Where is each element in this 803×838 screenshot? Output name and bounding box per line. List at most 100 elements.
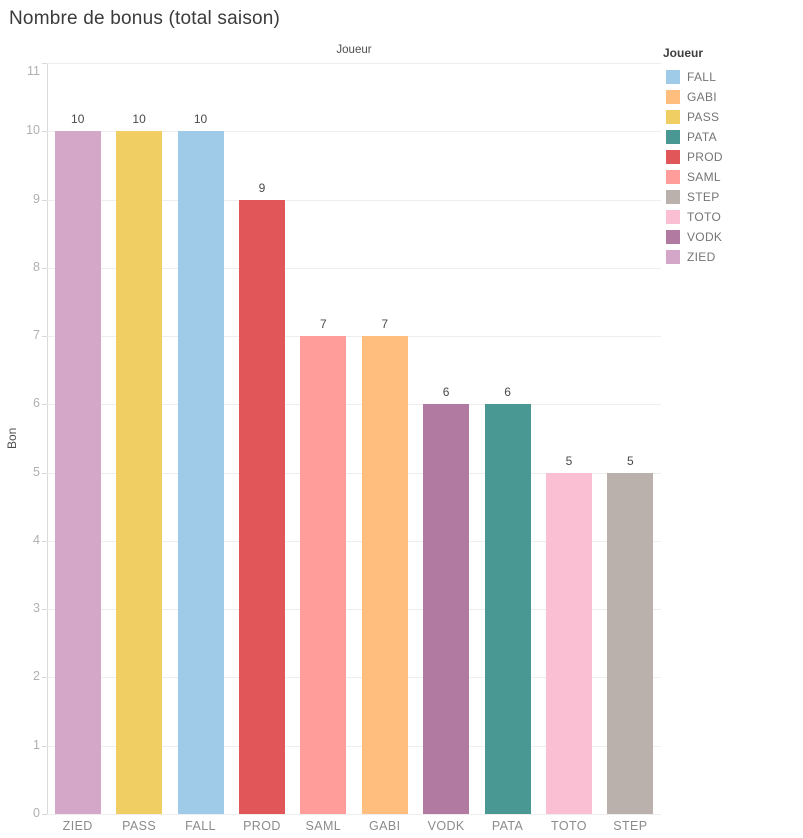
legend-swatch-toto [666,210,680,224]
y-tick-label-3: 3 [33,601,40,615]
bar-zied[interactable] [54,131,101,814]
legend-item-pata[interactable]: PATA [663,127,801,147]
y-tick-mark-0 [42,814,47,815]
legend-swatch-zied [666,250,680,264]
x-axis-header: Joueur [336,44,372,56]
bar-value-label-gabi: 7 [381,317,389,331]
bar-step[interactable] [607,473,654,814]
legend-swatch-saml [666,170,680,184]
y-tick-label-11: 11 [27,64,40,78]
legend-swatch-gabi [666,90,680,104]
bar-saml[interactable] [300,336,347,814]
gridline-4 [47,541,661,542]
y-tick-mark-9 [42,200,47,201]
gridline-10 [47,131,661,132]
gridline-11 [47,63,661,64]
bar-pass[interactable] [116,131,163,814]
legend-label-prod: PROD [687,150,723,164]
bar-slot-gabi: 7 [354,63,415,814]
bar-value-label-prod: 9 [258,181,266,195]
gridline-7 [47,336,661,337]
gridline-3 [47,609,661,610]
x-tick-label-zied: ZIED [62,819,93,833]
legend-item-zied[interactable]: ZIED [663,247,801,267]
gridline-9 [47,200,661,201]
y-tick-mark-2 [42,677,47,678]
legend-items: FALL GABI PASS PATA PROD SAML STEP TOTO VODK ZIED [663,67,801,267]
bar-value-label-pass: 10 [132,112,146,126]
gridline-0 [47,814,661,815]
legend-item-toto[interactable]: TOTO [663,207,801,227]
legend-item-fall[interactable]: FALL [663,67,801,87]
legend-swatch-fall [666,70,680,84]
bar-slot-pata: 6 [477,63,538,814]
x-tick-label-vodk: VODK [427,819,465,833]
legend-item-vodk[interactable]: VODK [663,227,801,247]
y-tick-mark-11 [42,63,47,64]
bar-toto[interactable] [545,473,592,814]
bar-slot-step: 5 [600,63,661,814]
bar-pata[interactable] [484,404,531,814]
y-tick-mark-1 [42,746,47,747]
y-tick-label-2: 2 [33,669,40,683]
y-tick-label-8: 8 [33,260,40,274]
legend-item-pass[interactable]: PASS [663,107,801,127]
y-tick-mark-8 [42,268,47,269]
x-axis-tick-labels: ZIED PASS FALL PROD SAML GABI VODK PATA TOTO STEP [47,819,661,833]
y-tick-mark-4 [42,541,47,542]
chart-title: Nombre de bonus (total saison) [9,8,281,29]
y-tick-label-1: 1 [33,738,40,752]
bar-value-label-pata: 6 [504,385,511,399]
legend-label-fall: FALL [687,70,717,84]
legend-label-step: STEP [687,190,720,204]
bar-fall[interactable] [177,131,224,814]
legend: Joueur FALL GABI PASS PATA PROD SAML STEP TOTO V… [663,46,801,267]
legend-item-gabi[interactable]: GABI [663,87,801,107]
bar-value-label-saml: 7 [319,317,327,331]
legend-item-prod[interactable]: PROD [663,147,801,167]
gridline-6 [47,404,661,405]
bar-value-label-vodk: 6 [442,385,450,399]
bar-slot-pass: 10 [108,63,169,814]
y-tick-mark-3 [42,609,47,610]
x-tick-label-pass: PASS [122,819,157,833]
legend-swatch-pata [666,130,680,144]
x-tick-label-fall: FALL [185,819,216,833]
x-tick-label-saml: SAML [305,819,342,833]
legend-label-saml: SAML [687,170,721,184]
legend-swatch-vodk [666,230,680,244]
x-tick-label-pata: PATA [491,819,524,833]
y-tick-mark-5 [42,473,47,474]
gridline-5 [47,473,661,474]
bar-value-label-toto: 5 [565,454,573,468]
bar-value-label-zied: 10 [71,112,85,126]
y-axis-line [47,63,48,815]
x-tick-label-prod: PROD [243,819,281,833]
x-tick-label-gabi: GABI [368,819,401,833]
y-tick-label-7: 7 [33,328,40,342]
x-tick-label-toto: TOTO [551,819,587,833]
bar-slot-zied: 10 [47,63,108,814]
y-tick-mark-10 [42,131,47,132]
gridline-8 [47,268,661,269]
bar-slot-prod: 9 [231,63,292,814]
legend-label-toto: TOTO [687,210,722,224]
bar-slot-saml: 7 [293,63,354,814]
y-tick-label-10: 10 [26,123,40,137]
legend-swatch-prod [666,150,680,164]
y-tick-label-0: 0 [33,806,40,820]
bar-prod[interactable] [238,200,285,814]
bar-slot-toto: 5 [538,63,599,814]
bar-gabi[interactable] [361,336,408,814]
y-axis-tick-labels: 0 1 2 3 4 5 6 7 8 9 10 11 [0,63,40,820]
plot-area: 10 10 10 9 7 7 6 6 5 5 [42,63,661,815]
legend-swatch-pass [666,110,680,124]
x-tick-label-step: STEP [613,819,648,833]
legend-label-pata: PATA [687,130,717,144]
y-tick-label-4: 4 [33,533,40,547]
legend-item-saml[interactable]: SAML [663,167,801,187]
gridline-1 [47,746,661,747]
legend-item-step[interactable]: STEP [663,187,801,207]
legend-label-vodk: VODK [687,230,723,244]
bar-vodk[interactable] [423,404,470,814]
